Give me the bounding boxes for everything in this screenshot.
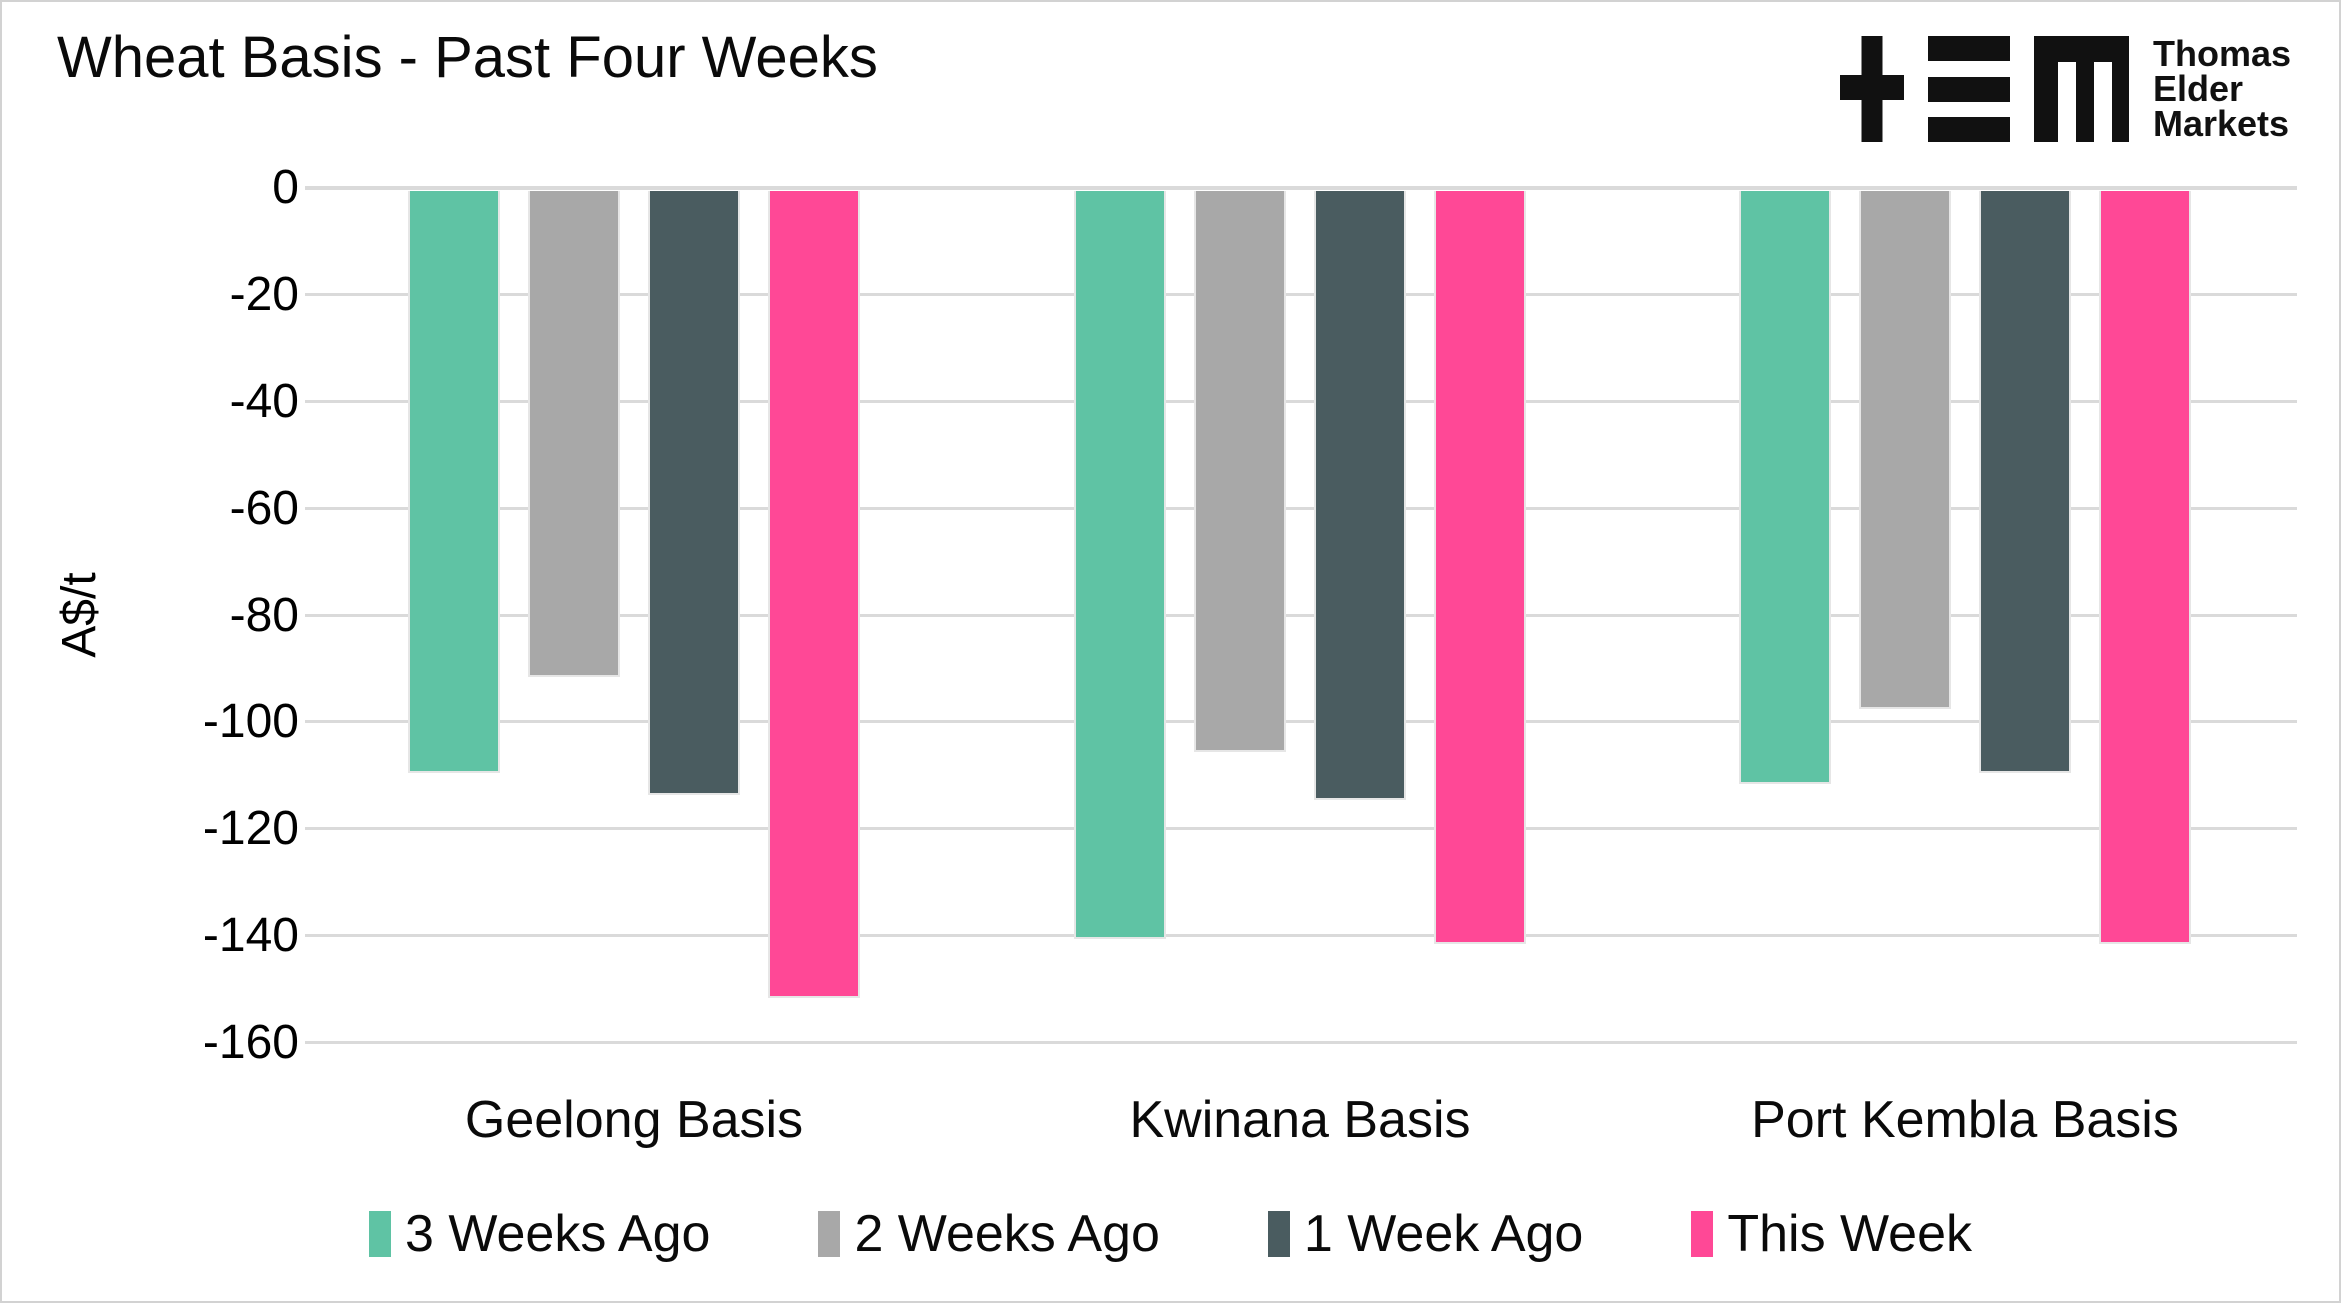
x-axis-label-geelong-basis: Geelong Basis <box>464 1091 804 1149</box>
legend-item-2-weeks-ago: 2 Weeks Ago <box>818 1204 1160 1264</box>
gridline <box>305 506 2297 510</box>
legend-swatch-icon <box>1267 1211 1290 1257</box>
bar-this-week-kwinana-basis <box>1434 191 1526 945</box>
legend-item-3-weeks-ago: 3 Weeks Ago <box>368 1204 711 1264</box>
bar-2-weeks-ago-kwinana-basis <box>1194 191 1286 753</box>
legend-label: 2 Weeks Ago <box>854 1205 1160 1263</box>
logo-wordmark: Thomas Elder Markets <box>2153 36 2291 142</box>
gridline <box>305 934 2297 938</box>
bar-2-weeks-ago-port-kembla-basis <box>1859 191 1951 710</box>
legend-swatch-icon <box>1691 1211 1714 1257</box>
y-axis-tick-label: -120 <box>202 802 299 856</box>
legend-item-this-week: This Week <box>1691 1204 1972 1264</box>
bar-this-week-port-kembla-basis <box>2099 191 2191 945</box>
bar-1-week-ago-kwinana-basis <box>1314 191 1406 801</box>
gridline <box>305 1041 2297 1044</box>
y-axis-tick-label: 0 <box>272 161 299 214</box>
y-axis-tick-label: -80 <box>229 588 299 642</box>
bar-1-week-ago-port-kembla-basis <box>1979 191 2071 774</box>
gridline <box>305 186 2297 190</box>
gridline <box>305 613 2297 617</box>
logo-word-elder: Elder <box>2152 68 2244 109</box>
y-axis-tick-label: -60 <box>229 481 299 535</box>
gridline <box>305 827 2297 831</box>
y-axis-tick-label: -40 <box>229 374 299 428</box>
bar-this-week-geelong-basis <box>768 191 860 998</box>
logo-bars-icon <box>1927 36 2010 142</box>
y-axis-tick-label: -140 <box>202 909 299 963</box>
gridline <box>305 720 2297 724</box>
legend-swatch-icon <box>368 1211 391 1257</box>
y-axis-tick-label: -100 <box>202 695 299 749</box>
logo-m-icon <box>2033 36 2129 142</box>
legend-label: 3 Weeks Ago <box>404 1205 711 1263</box>
bar-2-weeks-ago-geelong-basis <box>528 191 620 678</box>
logo-word-markets: Markets <box>2152 103 2290 144</box>
chart-title: Wheat Basis - Past Four Weeks <box>57 25 878 90</box>
gridline <box>305 399 2297 403</box>
logo-plus-icon <box>1839 36 1904 142</box>
legend-swatch-icon <box>818 1211 841 1257</box>
y-axis-tick-label: -20 <box>229 267 299 321</box>
y-axis-tick-label: -160 <box>202 1016 299 1069</box>
x-axis-label-kwinana-basis: Kwinana Basis <box>1129 1091 1471 1149</box>
legend-item-1-week-ago: 1 Week Ago <box>1267 1204 1584 1264</box>
x-axis-label-port-kembla-basis: Port Kembla Basis <box>1751 1091 2179 1149</box>
legend: 3 Weeks Ago 2 Weeks Ago 1 Week Ago This Wee… <box>2 1194 2339 1274</box>
bar-3-weeks-ago-kwinana-basis <box>1074 191 1166 940</box>
thomas-elder-markets-logo: Thomas Elder Markets <box>1839 36 2291 142</box>
bar-1-week-ago-geelong-basis <box>648 191 740 795</box>
gridline <box>305 292 2297 296</box>
legend-label: 1 Week Ago <box>1303 1205 1584 1263</box>
logo-word-thomas: Thomas <box>2152 33 2291 74</box>
bar-3-weeks-ago-geelong-basis <box>408 191 500 774</box>
bar-3-weeks-ago-port-kembla-basis <box>1739 191 1831 785</box>
legend-label: This Week <box>1727 1205 1973 1263</box>
plot-area <box>305 186 2297 1044</box>
